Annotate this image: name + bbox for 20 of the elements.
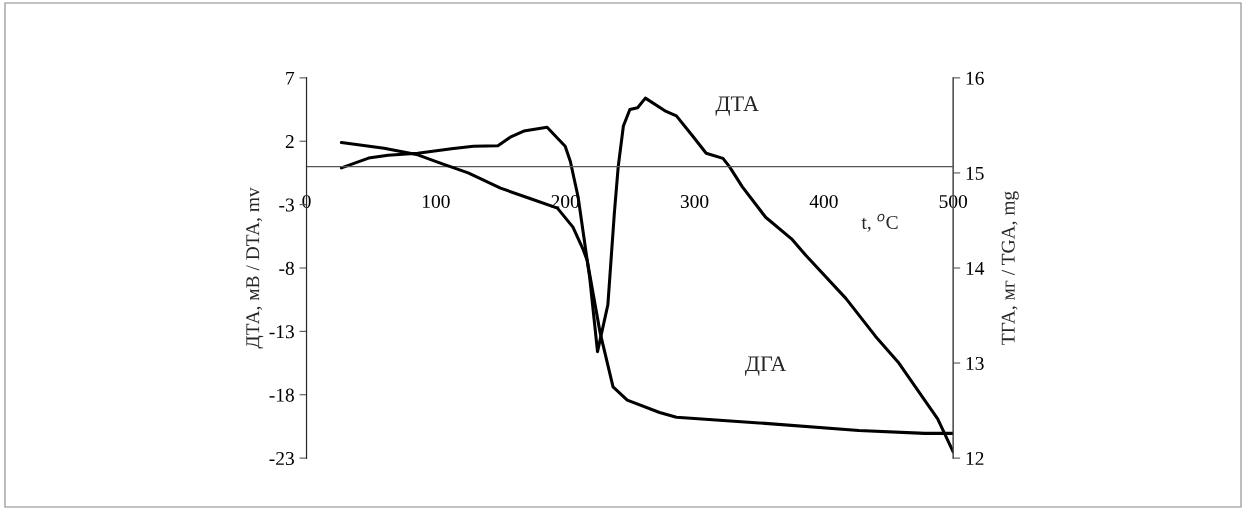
y-tick-label: -18 (269, 388, 294, 402)
y2-axis-title: ТГА, мг / TGA, mg (1001, 191, 1019, 345)
x-tick-label: 400 (809, 194, 838, 209)
y2-tick-label: 12 (966, 451, 984, 465)
x-tick-label: 100 (422, 194, 450, 209)
y-tick-label: -23 (269, 451, 294, 466)
y-tick-label: 7 (286, 71, 295, 85)
annotation: ДТА (715, 96, 759, 116)
y-tick-label: 2 (285, 135, 294, 148)
y-tick-label: -3 (279, 198, 294, 212)
y2-tick-label: 14 (966, 261, 985, 275)
y-axis-title: ДТА, мВ / DTA, mv (246, 187, 264, 349)
y-tick-label: -13 (269, 325, 294, 339)
x-axis-title: t, $^{o}$C (861, 213, 898, 232)
x-tick-label: 300 (680, 194, 709, 209)
annotation: ДГА (744, 356, 787, 376)
y2-tick-label: 16 (966, 71, 984, 85)
y2-tick-label: 13 (966, 356, 984, 370)
y-tick-label: -8 (279, 261, 294, 275)
y2-tick-label: 15 (966, 166, 984, 180)
